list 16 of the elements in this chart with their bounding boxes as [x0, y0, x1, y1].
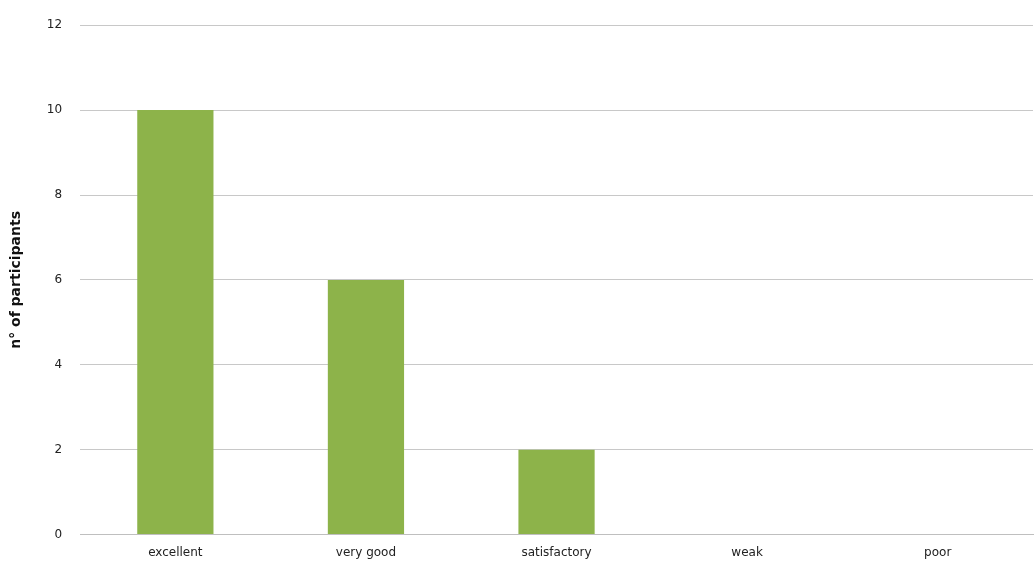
- bar: [137, 110, 214, 535]
- y-tick-label: 10: [46, 102, 63, 117]
- y-axis-title: n° of participants: [7, 210, 24, 349]
- bar: [327, 279, 405, 535]
- x-tick-label: satisfactory: [521, 544, 592, 559]
- y-tick-label: 12: [46, 17, 63, 32]
- y-tick-label: 2: [54, 441, 63, 456]
- y-tick-label: 6: [54, 272, 63, 287]
- x-tick-label: very good: [335, 544, 397, 559]
- y-tick-label: 0: [54, 526, 63, 541]
- x-tick-label: excellent: [148, 544, 203, 559]
- y-tick-label: 4: [54, 356, 63, 371]
- x-tick-label: poor: [924, 544, 952, 559]
- x-tick-label: weak: [731, 544, 763, 559]
- bar: [518, 449, 595, 535]
- y-tick-label: 8: [54, 187, 63, 202]
